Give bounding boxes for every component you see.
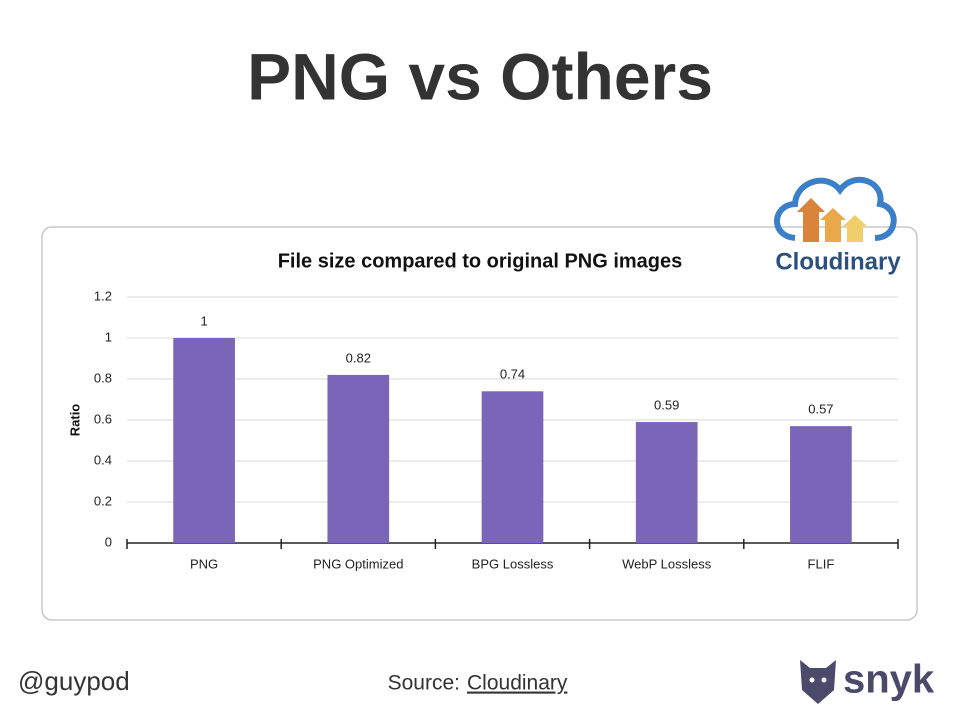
chart-frame: [41, 226, 918, 621]
value-label: 0.74: [500, 367, 525, 382]
value-label: 0.59: [654, 397, 679, 412]
bar: [790, 426, 852, 543]
bar: [635, 422, 698, 543]
bar: [173, 338, 235, 543]
snyk-logo: snyk: [800, 658, 935, 704]
value-label: 0.82: [346, 350, 371, 365]
y-tick-label: 0.4: [94, 452, 112, 467]
y-tick-label: 0.8: [94, 370, 112, 385]
value-label: 0.57: [808, 402, 833, 417]
x-tick-label: PNG Optimized: [313, 556, 403, 571]
x-tick-label: BPG Lossless: [472, 556, 554, 571]
x-tick-label: FLIF: [808, 556, 835, 571]
arrow-icon: [843, 215, 867, 242]
y-tick-label: 1: [105, 329, 112, 344]
cloudinary-text: Cloudinary: [775, 248, 901, 275]
handle: @guypod: [18, 666, 130, 696]
y-tick-label: 1.2: [94, 288, 112, 303]
x-tick-label: WebP Lossless: [622, 556, 712, 571]
arrow-icon: [820, 208, 846, 242]
slide-title: PNG vs Others: [247, 39, 713, 113]
chart-title: File size compared to original PNG image…: [278, 250, 683, 272]
cloudinary-logo: Cloudinary: [774, 176, 901, 275]
bar: [327, 374, 390, 543]
dog-eye: [821, 677, 827, 683]
y-tick-label: 0: [105, 534, 112, 549]
dog-icon: [800, 660, 836, 704]
x-tick-label: PNG: [190, 556, 218, 571]
source-label: Source:: [388, 672, 460, 695]
value-label: 1: [200, 313, 207, 328]
dog-eye: [809, 677, 815, 683]
y-tick-label: 0.6: [94, 411, 112, 426]
cloud-icon: [774, 176, 897, 241]
y-tick-label: 0.2: [94, 493, 112, 508]
source-link[interactable]: Cloudinary: [467, 672, 568, 695]
y-axis-label: Ratio: [67, 404, 82, 437]
bar: [481, 391, 544, 543]
arrow-icon: [797, 198, 825, 242]
snyk-text: snyk: [843, 658, 935, 702]
